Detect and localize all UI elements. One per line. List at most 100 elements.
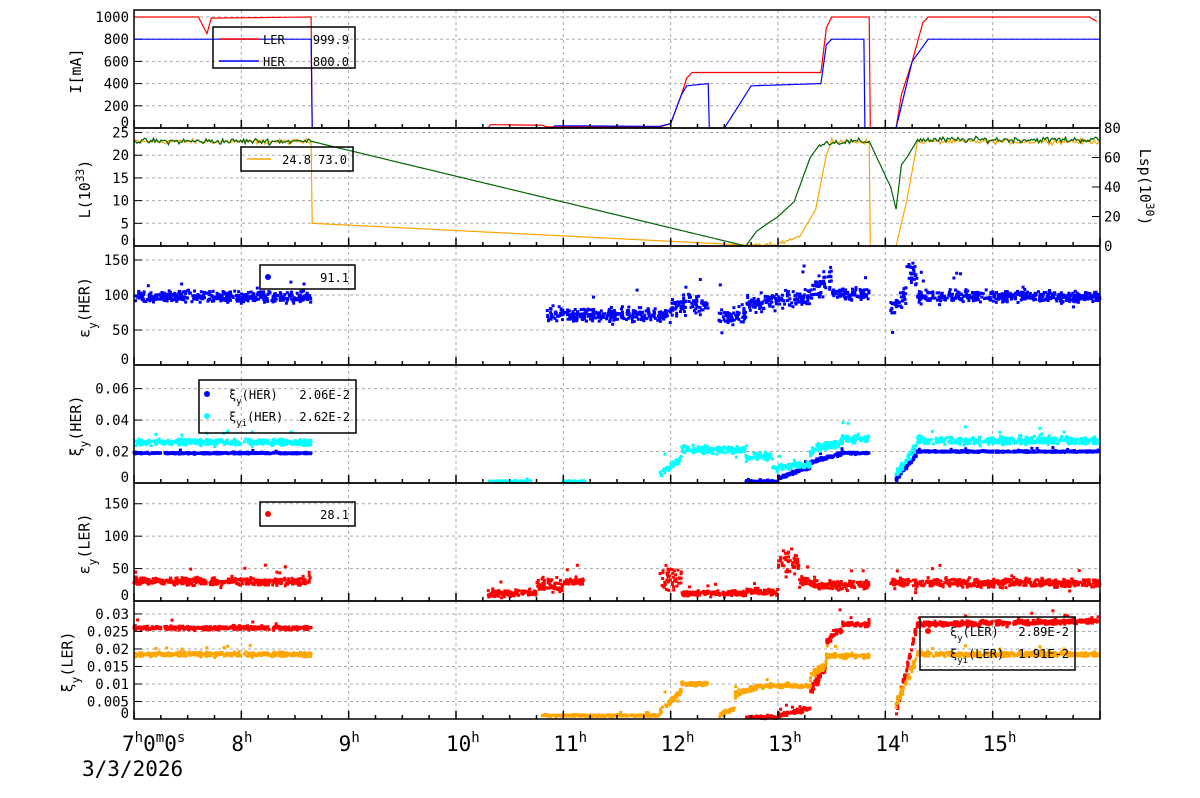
data-point — [934, 450, 938, 454]
data-point — [741, 315, 745, 319]
data-point — [808, 449, 812, 453]
data-point — [180, 296, 183, 300]
data-point — [1042, 439, 1046, 443]
data-point — [539, 587, 543, 591]
data-point — [1025, 439, 1029, 443]
data-point — [1005, 299, 1009, 303]
data-point — [1020, 441, 1023, 445]
data-point — [221, 581, 225, 585]
data-point — [866, 451, 870, 455]
data-point — [780, 466, 784, 470]
data-point — [259, 294, 263, 297]
data-point — [669, 309, 673, 313]
data-point — [1030, 446, 1034, 450]
data-point — [219, 299, 223, 303]
data-point — [781, 464, 785, 468]
data-point — [917, 298, 921, 302]
data-point — [848, 294, 852, 298]
data-point — [672, 461, 676, 465]
data-point — [1040, 432, 1044, 436]
data-point — [527, 479, 530, 483]
data-point — [919, 270, 923, 274]
data-point — [724, 446, 728, 450]
data-point — [188, 291, 192, 295]
data-point — [1049, 295, 1052, 299]
data-point — [278, 441, 282, 445]
data-point — [133, 451, 137, 455]
data-point — [174, 439, 178, 443]
data-point — [724, 314, 728, 318]
data-point — [815, 443, 819, 447]
data-point — [732, 306, 736, 310]
data-point — [199, 437, 203, 441]
data-point — [805, 296, 809, 299]
data-point — [952, 276, 956, 280]
data-point — [679, 455, 683, 459]
data-point — [504, 479, 508, 483]
data-point — [896, 299, 899, 303]
data-point — [891, 331, 895, 334]
data-point — [1046, 293, 1050, 297]
data-point — [753, 305, 757, 309]
data-point — [752, 455, 756, 459]
data-point — [784, 288, 788, 292]
data-point — [910, 266, 914, 269]
data-point — [515, 480, 519, 484]
data-point — [253, 440, 257, 444]
data-point — [286, 579, 290, 582]
data-point — [237, 290, 241, 294]
data-point — [285, 440, 289, 444]
data-point — [1047, 439, 1051, 443]
data-point — [918, 294, 922, 298]
data-point — [284, 582, 288, 586]
data-point — [282, 443, 286, 447]
data-point — [943, 297, 947, 301]
data-point — [263, 578, 267, 582]
data-point — [171, 298, 175, 302]
data-point — [689, 305, 693, 309]
data-point — [991, 438, 995, 442]
data-point — [1008, 294, 1012, 298]
data-point — [293, 439, 297, 443]
data-point — [251, 450, 255, 454]
data-point — [988, 295, 992, 299]
data-point — [583, 308, 587, 312]
data-point — [176, 297, 180, 301]
data-point — [583, 316, 587, 320]
data-point — [307, 451, 311, 455]
data-point — [862, 288, 866, 292]
data-point — [798, 468, 802, 472]
data-point — [840, 449, 844, 453]
data-point — [862, 291, 866, 295]
data-point — [135, 579, 139, 583]
data-point — [1079, 439, 1083, 443]
data-point — [233, 578, 237, 582]
data-point — [241, 578, 245, 582]
data-point — [1033, 434, 1036, 438]
data-point — [1038, 299, 1042, 303]
data-point — [554, 581, 558, 585]
data-point — [814, 448, 818, 452]
data-point — [1081, 295, 1085, 299]
data-point — [295, 579, 299, 583]
data-point — [787, 465, 791, 469]
data-point — [670, 464, 674, 468]
data-point — [276, 294, 280, 297]
y-tick-label: 0 — [121, 233, 129, 249]
data-point — [243, 566, 247, 570]
data-point — [584, 311, 588, 315]
data-point — [652, 312, 656, 316]
data-point — [753, 452, 757, 456]
data-point — [200, 294, 204, 298]
data-point — [230, 574, 234, 578]
data-point — [174, 451, 178, 455]
data-point — [1091, 300, 1095, 304]
data-point — [225, 441, 229, 445]
data-point — [164, 293, 168, 297]
y-axis-label-sup: 33 — [74, 169, 87, 183]
data-point — [754, 480, 758, 483]
data-point — [263, 300, 267, 304]
data-point — [837, 290, 841, 294]
data-point — [742, 446, 746, 450]
